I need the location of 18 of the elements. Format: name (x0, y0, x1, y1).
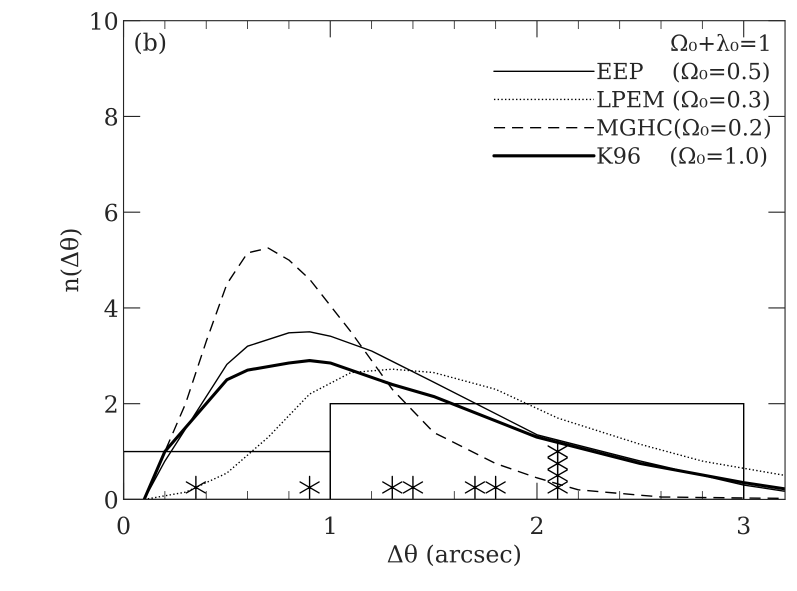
legend-label: K96 (Ω₀=1.0) (597, 146, 766, 168)
legend-title: Ω₀+λ₀=1 (671, 34, 769, 52)
x-axis-title: Δθ (arcsec) (388, 544, 520, 566)
y-tick-label: 0 (105, 490, 118, 509)
y-tick-label: 4 (104, 299, 118, 317)
legend-label: MGHC(Ω₀=0.2) (597, 118, 770, 139)
annotation: (b) (135, 32, 166, 54)
x-tick-label: 1 (326, 516, 334, 534)
y-tick-label: 2 (105, 395, 116, 413)
legend-label: LPEM (Ω₀=0.3) (597, 90, 769, 111)
x-tick-label: 0 (118, 516, 130, 534)
legend-label: EEP (Ω₀=0.5) (597, 62, 769, 83)
x-tick-label: 3 (738, 516, 750, 534)
y-tick-label: 8 (105, 108, 118, 126)
x-tick-label: 2 (531, 516, 542, 534)
y-axis-title: n(Δθ) (60, 229, 82, 292)
y-tick-label: 6 (105, 204, 118, 222)
y-tick-label: 10 (92, 12, 118, 30)
